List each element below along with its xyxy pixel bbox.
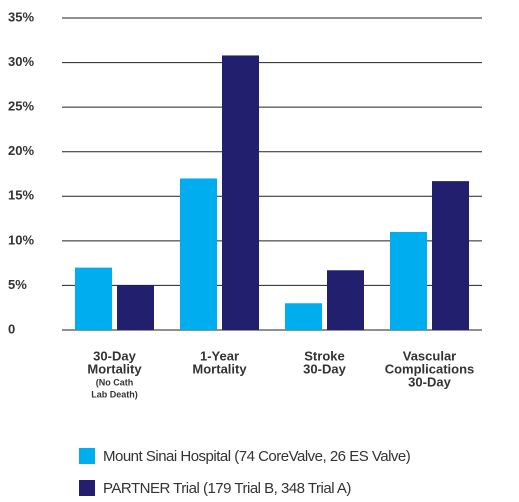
x-tick-label: Mortality — [87, 361, 142, 376]
y-tick-label: 0 — [8, 321, 15, 336]
bar — [327, 270, 364, 330]
x-tick-label: Vascular — [403, 348, 457, 363]
bar — [390, 231, 427, 330]
bar — [117, 285, 154, 330]
y-tick-label: 10% — [8, 232, 34, 247]
legend-label: Mount Sinai Hospital (74 CoreValve, 26 E… — [103, 448, 411, 465]
legend-label: PARTNER Trial (179 Trial B, 348 Trial A) — [103, 480, 351, 497]
x-tick-label: 30-Day — [93, 348, 136, 363]
bar — [222, 55, 259, 330]
x-tick-label: Mortality — [192, 361, 247, 376]
legend-swatch — [79, 480, 95, 496]
y-tick-label: 5% — [8, 277, 27, 292]
bar — [285, 303, 322, 330]
y-tick-label: 35% — [8, 9, 34, 24]
x-tick-note: (No Cath — [96, 377, 134, 387]
bar — [75, 267, 112, 330]
x-tick-label: 1-Year — [200, 348, 239, 363]
bar — [432, 181, 469, 330]
x-tick-label: 30-Day — [408, 374, 451, 389]
y-tick-label: 25% — [8, 99, 34, 114]
x-tick-label: 30-Day — [303, 361, 346, 376]
x-tick-label: Stroke — [304, 348, 344, 363]
y-tick-label: 20% — [8, 143, 34, 158]
bar — [180, 178, 217, 330]
y-tick-label: 30% — [8, 54, 34, 69]
x-tick-note: Lab Death) — [91, 389, 138, 399]
x-tick-label: Complications — [385, 361, 475, 376]
y-tick-label: 15% — [8, 188, 34, 203]
legend-swatch — [79, 448, 95, 464]
